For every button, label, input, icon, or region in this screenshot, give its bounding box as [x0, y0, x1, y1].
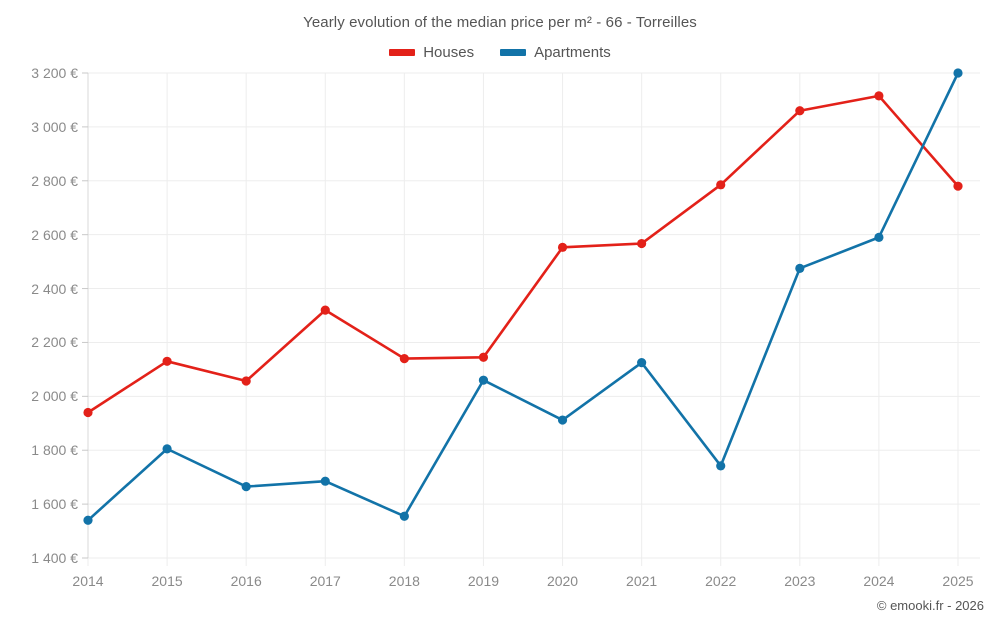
- chart-legend: Houses Apartments: [0, 44, 1000, 61]
- legend-item-apartments[interactable]: Apartments: [500, 44, 611, 61]
- y-axis-tick-label: 3 000 €: [31, 118, 78, 135]
- data-point-apartments-2016[interactable]: [241, 481, 251, 492]
- y-axis-tick-label: 2 000 €: [31, 388, 78, 405]
- grid-lines: [87, 72, 980, 566]
- axis-lines: [82, 72, 89, 559]
- legend-item-houses[interactable]: Houses: [389, 44, 474, 61]
- data-point-apartments-2024[interactable]: [874, 232, 884, 242]
- x-axis-tick-label: 2020: [546, 573, 579, 589]
- y-axis-tick-label: 3 200 €: [31, 65, 78, 81]
- x-axis-tick-label: 2025: [942, 573, 974, 589]
- data-point-houses-2024[interactable]: [874, 91, 884, 101]
- data-point-houses-2016[interactable]: [241, 376, 251, 386]
- legend-swatch-apartments: [500, 49, 527, 56]
- data-point-houses-2015[interactable]: [162, 356, 172, 366]
- data-point-houses-2017[interactable]: [320, 305, 330, 315]
- chart-title: Yearly evolution of the median price per…: [303, 14, 697, 31]
- y-axis-tick-label: 1 600 €: [31, 496, 78, 513]
- legend-label-houses: Houses: [423, 44, 475, 61]
- data-point-houses-2022[interactable]: [716, 180, 726, 190]
- data-point-apartments-2023[interactable]: [795, 263, 805, 273]
- legend-swatch-houses: [389, 49, 416, 56]
- data-point-apartments-2021[interactable]: [637, 358, 647, 368]
- y-axis-tick-label: 2 400 €: [31, 280, 78, 297]
- y-axis-tick-label: 2 800 €: [31, 172, 78, 189]
- series-line-apartments: [86, 71, 960, 522]
- legend-label-apartments: Apartments: [534, 44, 611, 61]
- x-axis-tick-label: 2023: [784, 573, 816, 589]
- x-axis-tick-label: 2015: [151, 573, 183, 589]
- y-axis-tick-label: 1 800 €: [31, 442, 78, 459]
- data-point-houses-2025[interactable]: [953, 181, 963, 191]
- data-point-apartments-2020[interactable]: [557, 415, 568, 425]
- data-point-apartments-2014[interactable]: [83, 515, 93, 525]
- data-point-houses-2014[interactable]: [83, 407, 93, 418]
- x-axis-tick-label: 2014: [72, 573, 104, 589]
- x-axis-tick-label: 2018: [388, 573, 420, 589]
- series-lines: [86, 71, 960, 522]
- x-axis-tick-label: 2016: [230, 573, 262, 589]
- data-point-apartments-2022[interactable]: [716, 461, 726, 471]
- series-line-houses: [86, 94, 960, 414]
- x-axis-tick-label: 2024: [863, 573, 895, 589]
- data-point-apartments-2025[interactable]: [953, 68, 963, 78]
- series-markers: [83, 68, 963, 525]
- data-point-houses-2021[interactable]: [637, 238, 647, 249]
- data-point-apartments-2015[interactable]: [162, 444, 172, 454]
- data-point-apartments-2017[interactable]: [320, 476, 330, 486]
- footer-credit: © emooki.fr - 2026: [876, 598, 984, 613]
- data-point-houses-2019[interactable]: [478, 352, 489, 362]
- y-axis-tick-label: 1 400 €: [31, 550, 78, 566]
- x-axis-tick-label: 2017: [309, 573, 341, 589]
- data-point-apartments-2019[interactable]: [478, 375, 489, 385]
- x-axis-tick-label: 2019: [467, 573, 500, 589]
- y-axis-tick-label: 2 200 €: [31, 334, 78, 351]
- data-point-houses-2018[interactable]: [399, 354, 409, 364]
- data-point-houses-2020[interactable]: [557, 242, 568, 252]
- x-axis-tick-label: 2021: [626, 573, 658, 589]
- data-point-houses-2023[interactable]: [795, 106, 805, 116]
- data-point-apartments-2018[interactable]: [399, 511, 409, 521]
- x-axis-tick-label: 2022: [705, 573, 737, 589]
- y-axis-tick-label: 2 600 €: [31, 226, 78, 243]
